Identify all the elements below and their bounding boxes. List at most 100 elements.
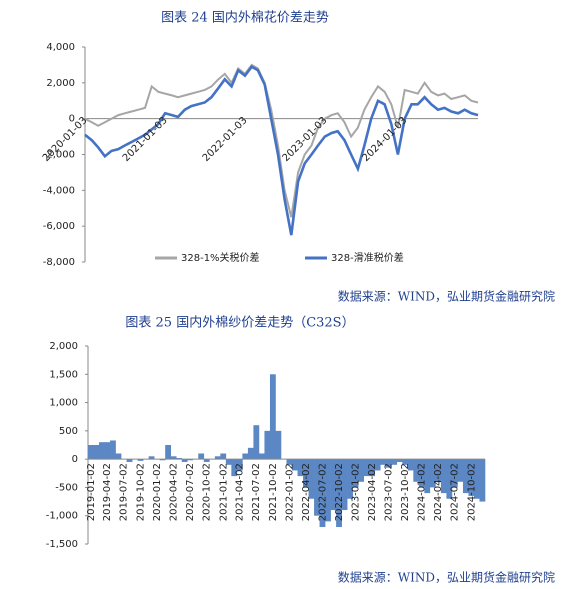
y-tick-label: -1,500 — [46, 539, 78, 550]
y-tick-label: -4,000 — [43, 185, 75, 196]
bar — [435, 459, 442, 482]
bar — [424, 459, 431, 494]
y-tick-label: -500 — [55, 482, 78, 493]
bar — [115, 453, 122, 460]
bar — [380, 459, 387, 465]
bar — [297, 459, 304, 477]
x-tick-label: 2022-01-02 — [284, 463, 295, 521]
x-tick-label: 2024-07-02 — [450, 463, 461, 521]
x-tick-label: 2020-04-02 — [169, 463, 180, 521]
x-tick-label: 2020-07-02 — [185, 463, 196, 521]
x-tick-label: 2024-01-02 — [417, 463, 428, 521]
bar — [347, 459, 353, 499]
line-series — [84, 63, 479, 218]
x-tick-label: 2024-04-02 — [433, 463, 444, 521]
bar — [176, 458, 183, 460]
bar — [352, 459, 359, 488]
y-tick-label: 4,000 — [46, 42, 75, 53]
bar — [253, 425, 260, 460]
bar — [308, 459, 315, 499]
bar — [385, 459, 392, 468]
x-tick-label: 2019-10-02 — [135, 463, 146, 521]
bar — [358, 459, 364, 482]
bar — [440, 459, 447, 494]
y-tick-label: 1,500 — [49, 369, 78, 380]
x-tick-label: 2023-10-02 — [400, 463, 411, 521]
bar — [418, 459, 425, 488]
bar — [369, 459, 376, 477]
x-tick-label: 2022-10-02 — [334, 463, 345, 521]
bar — [325, 459, 331, 522]
bar — [292, 459, 298, 471]
x-tick-label: 2021-07-02 — [251, 463, 262, 521]
bar — [407, 459, 414, 471]
x-tick-label: 2021-10-02 — [268, 463, 279, 521]
bar — [264, 430, 271, 460]
bar — [462, 459, 469, 494]
x-tick-label: 2024-10-02 — [466, 463, 477, 521]
bar — [314, 459, 320, 516]
x-tick-label: 2020-10-02 — [202, 463, 213, 521]
bar — [247, 447, 254, 460]
x-tick-label: 2023-01-02 — [351, 463, 362, 521]
y-tick-label: 1,000 — [49, 398, 78, 409]
bar — [242, 453, 249, 460]
line-series — [84, 64, 479, 236]
chart-title: 图表 24 国内外棉花价差走势 — [161, 10, 329, 26]
bar — [110, 440, 116, 460]
bar — [159, 459, 166, 461]
bar — [363, 459, 370, 477]
bar — [451, 459, 458, 488]
y-tick-label: -2,000 — [43, 150, 75, 161]
bar — [214, 456, 221, 460]
bar — [231, 459, 238, 477]
y-tick-label: 0 — [69, 114, 75, 125]
bar — [170, 456, 177, 460]
y-tick-label: 2,000 — [49, 341, 78, 352]
bar — [258, 453, 265, 460]
bar — [396, 459, 403, 462]
x-tick-label: 2022-07-02 — [317, 463, 328, 521]
bar — [99, 442, 105, 460]
bar — [275, 430, 282, 460]
bar — [165, 445, 172, 460]
bar — [303, 459, 309, 488]
y-tick-label: 0 — [72, 454, 78, 465]
bar — [336, 459, 342, 528]
bar — [198, 453, 205, 460]
bar — [457, 459, 464, 482]
x-tick-label: 2020-01-02 — [152, 463, 163, 521]
x-tick-label: 2019-04-02 — [102, 463, 113, 521]
bar — [319, 459, 326, 528]
bar — [126, 459, 133, 462]
bar — [479, 459, 486, 502]
bar — [446, 459, 453, 499]
bar — [391, 459, 398, 465]
y-tick-label: -6,000 — [43, 221, 75, 232]
legend-label: 328-1%关税价差 — [181, 251, 260, 264]
x-tick-label: 2022-04-02 — [301, 463, 312, 521]
bar — [225, 459, 232, 465]
y-tick-label: 500 — [59, 426, 78, 437]
bar — [203, 459, 210, 462]
x-tick-label: 2022-01-03 — [201, 115, 250, 164]
bar — [236, 459, 243, 471]
x-tick-label: 2021-01-02 — [218, 463, 229, 521]
source: 数据来源：WIND，弘业期货金融研究院 — [338, 289, 555, 304]
x-tick-label: 2021-01-03 — [121, 115, 170, 164]
bar — [429, 459, 436, 488]
bar — [413, 459, 420, 482]
y-tick-label: -1,000 — [46, 511, 78, 522]
bar — [286, 459, 293, 465]
bar — [181, 459, 188, 462]
y-tick-label: -8,000 — [43, 257, 75, 268]
y-tick-label: 2,000 — [46, 78, 75, 89]
x-tick-label: 2023-04-02 — [367, 463, 378, 521]
bar — [374, 459, 381, 471]
bar — [269, 374, 276, 460]
legend-label: 328-滑准税价差 — [331, 251, 404, 264]
bar — [93, 445, 100, 460]
bar — [341, 459, 348, 511]
bar — [402, 459, 409, 465]
